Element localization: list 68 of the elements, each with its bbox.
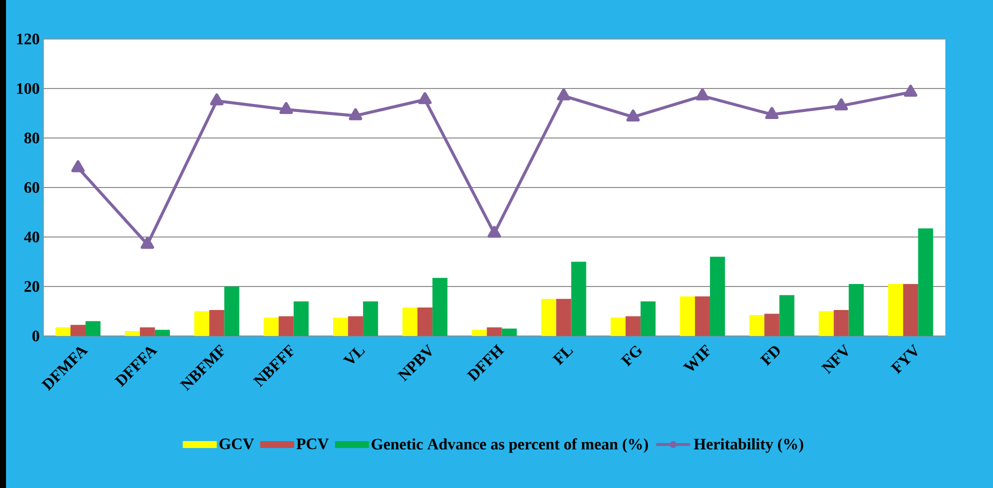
x-tick-label: FD <box>760 346 780 366</box>
legend-label: Heritability (%) <box>694 438 804 453</box>
point <box>488 226 502 238</box>
point <box>140 236 154 249</box>
bar <box>194 311 210 336</box>
bar <box>363 301 378 336</box>
bar <box>610 317 626 336</box>
bar <box>749 314 764 336</box>
point <box>765 106 779 119</box>
point <box>418 92 432 104</box>
x-tick-label: VL <box>342 347 366 364</box>
point <box>557 88 570 100</box>
bar <box>556 298 572 336</box>
bar <box>472 330 487 336</box>
bar <box>571 262 586 336</box>
bar <box>278 316 294 336</box>
y-tick-label: 60 <box>24 182 40 193</box>
point <box>834 98 848 110</box>
bar <box>764 314 780 336</box>
bar <box>124 331 140 336</box>
bar <box>680 296 695 336</box>
x-tick-label: FL <box>552 347 574 366</box>
bar <box>626 316 641 336</box>
legend-label: PCV <box>296 438 329 450</box>
bar <box>348 316 364 336</box>
point <box>71 160 85 172</box>
bar <box>432 278 448 336</box>
y-tick-label: 0 <box>32 330 40 342</box>
bar <box>70 324 86 336</box>
bar <box>86 321 100 336</box>
legend-label: GCV <box>220 438 254 450</box>
bar <box>333 317 348 336</box>
point <box>279 102 293 114</box>
point <box>348 108 362 120</box>
legend-label: Genetic Advance as percent of mean (%) <box>372 438 648 453</box>
bar <box>834 310 849 336</box>
bar <box>888 284 904 336</box>
point <box>626 109 640 122</box>
bar <box>918 228 934 336</box>
bar <box>903 284 918 336</box>
y-tick-label: 120 <box>17 34 40 44</box>
bar <box>486 327 502 336</box>
bar <box>140 327 155 336</box>
bar <box>417 308 432 336</box>
y-tick-label: 40 <box>24 232 40 242</box>
y-tick-label: 20 <box>24 281 40 292</box>
bar <box>502 328 517 336</box>
bar <box>779 295 794 336</box>
bar <box>56 327 70 336</box>
x-tick-label: WIF <box>682 344 710 371</box>
bar <box>154 330 170 336</box>
bar <box>209 310 224 336</box>
bar <box>224 286 240 336</box>
point <box>696 88 710 100</box>
bar <box>694 296 710 336</box>
bar <box>541 298 556 336</box>
bar <box>294 301 309 336</box>
bar <box>640 301 656 336</box>
point <box>210 93 224 106</box>
bar <box>710 256 725 336</box>
bar <box>818 311 834 336</box>
bar <box>848 284 864 336</box>
point <box>904 84 918 97</box>
x-tick-label: FG <box>620 346 642 367</box>
bar <box>402 308 418 336</box>
y-tick-label: 80 <box>24 132 40 144</box>
bar <box>264 317 279 336</box>
y-tick-label: 100 <box>17 83 40 94</box>
